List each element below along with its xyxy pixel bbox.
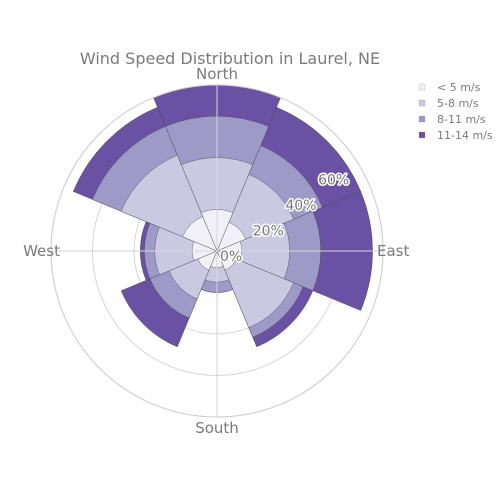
- legend-entry: 11-14 m/s: [437, 129, 493, 142]
- legend-entry: < 5 m/s: [437, 81, 481, 94]
- radial-tick-labels: 0% 20%40%60%: [219, 171, 351, 267]
- direction-label-south: South: [195, 419, 239, 437]
- legend-entry: 8-11 m/s: [437, 113, 486, 126]
- chart-title: Wind Speed Distribution in Laurel, NE: [80, 49, 380, 68]
- direction-label-north: North: [196, 65, 238, 83]
- radial-tick-label: 40%: [285, 198, 316, 214]
- direction-labels: North East South West: [23, 65, 409, 437]
- direction-label-east: East: [377, 242, 409, 260]
- radial-tick-label: 0%: [220, 249, 242, 265]
- legend-swatch: [418, 99, 426, 107]
- legend-swatch: [418, 115, 426, 123]
- legend-entry: 5-8 m/s: [437, 97, 479, 110]
- direction-label-west: West: [23, 242, 60, 260]
- polar-axes: [50, 84, 384, 418]
- bar--5-m-s-n-w: [182, 216, 218, 252]
- bar-5-8-m-s-s-e: [216, 250, 294, 328]
- bar--5-m-s-s-e: [216, 250, 237, 271]
- radial-tick-label: 60%: [318, 172, 349, 188]
- legend-swatch: [418, 83, 426, 91]
- radial-tick-label: 20%: [253, 224, 284, 240]
- bar--5-m-s-n-e: [216, 221, 247, 252]
- legend-swatch: [418, 131, 426, 139]
- outer-grid-circle: [50, 84, 384, 418]
- legend: < 5 m/s 5-8 m/s 8-11 m/s 11-14 m/s: [418, 81, 493, 142]
